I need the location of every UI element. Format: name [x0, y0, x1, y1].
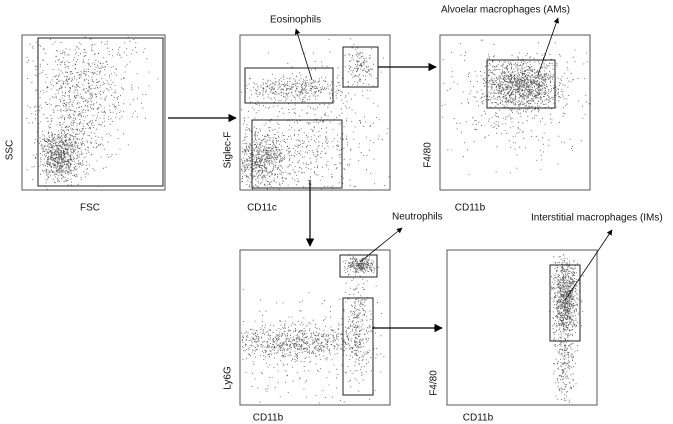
gate-label: Eosinophils	[270, 15, 321, 26]
gate	[549, 264, 581, 342]
event-cloud	[241, 72, 364, 105]
gate	[342, 297, 374, 396]
gate	[37, 37, 164, 187]
y-axis-label: F4/80	[423, 142, 434, 168]
plot-frame	[439, 34, 591, 191]
plot-frame	[21, 34, 166, 191]
gate	[339, 254, 378, 278]
label-pointer	[294, 28, 313, 81]
x-axis-label: CD11b	[463, 413, 494, 424]
event-cloud	[26, 36, 159, 156]
plot-frame	[446, 249, 598, 406]
x-axis-label: CD11b	[253, 413, 284, 424]
event-cloud	[549, 254, 584, 355]
event-cloud	[467, 52, 574, 122]
y-axis-label: Siglec-F	[223, 132, 234, 169]
label-pointer	[537, 17, 559, 76]
event-cloud	[26, 37, 138, 190]
event-cloud	[344, 266, 372, 392]
y-axis-label: Ly6G	[223, 366, 234, 390]
event-cloud	[241, 320, 385, 365]
event-cloud	[343, 254, 379, 276]
event-cloud	[241, 121, 293, 190]
label-pointer	[359, 227, 403, 263]
gate	[251, 119, 343, 189]
gate-label: Alvoelar macrophages (AMs)	[441, 5, 570, 16]
x-axis-label: CD11c	[247, 203, 277, 214]
label-pointer	[564, 229, 613, 301]
x-axis-label: CD11b	[455, 203, 486, 214]
event-cloud	[242, 90, 383, 190]
y-axis-label: F4/80	[429, 370, 440, 396]
gate	[244, 67, 334, 104]
event-cloud	[553, 304, 578, 403]
event-cloud	[33, 124, 87, 187]
x-axis-label: FSC	[80, 203, 100, 214]
y-axis-label: SSC	[5, 140, 16, 161]
event-cloud	[241, 38, 390, 189]
event-clouds	[26, 36, 590, 404]
gate-label: Interstitial macrophages (IMs)	[531, 213, 663, 224]
gate-label: Neutrophils	[392, 212, 443, 223]
plot-frame	[239, 34, 391, 191]
gate	[486, 59, 556, 109]
event-cloud	[342, 47, 377, 91]
